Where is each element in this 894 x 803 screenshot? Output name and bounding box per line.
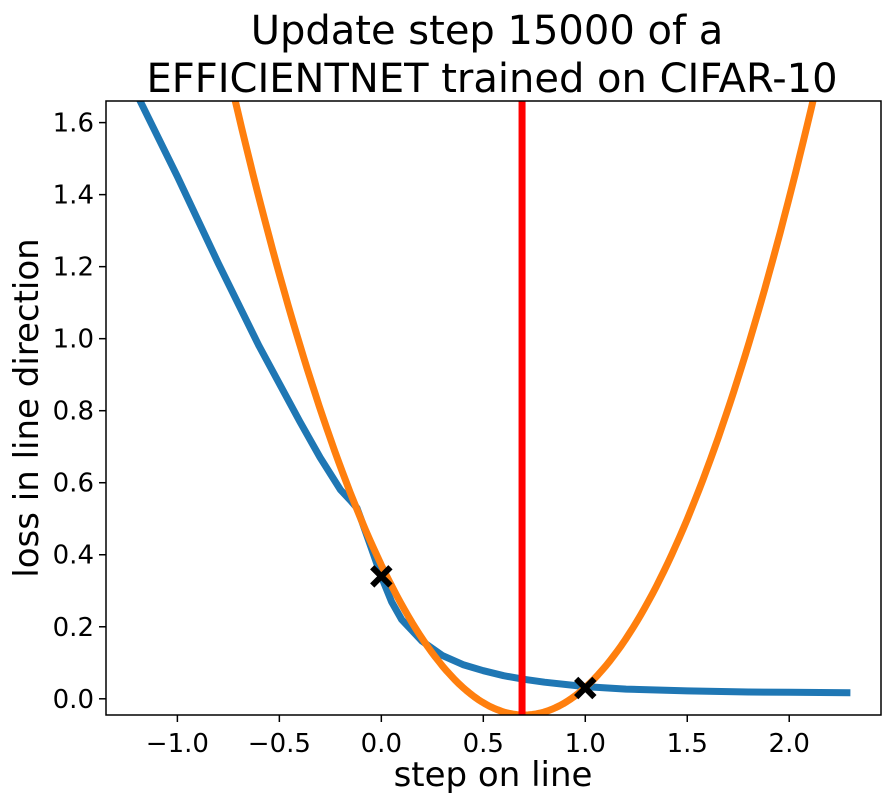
y-axis-label: loss in line direction bbox=[7, 238, 47, 577]
y-tick-label: 1.2 bbox=[53, 253, 94, 283]
series-line-0 bbox=[136, 101, 851, 697]
x-axis-ticks: −1.0 −0.5 0.0 0.5 1.0 1.5 2.0 bbox=[146, 715, 810, 759]
y-tick-label: 0.4 bbox=[53, 541, 94, 571]
x-tick-label: −1.0 bbox=[146, 729, 209, 759]
x-tick-label: 1.0 bbox=[565, 729, 606, 759]
y-tick-label: 0.8 bbox=[53, 397, 94, 427]
x-marker bbox=[370, 565, 393, 588]
x-axis-label: step on line bbox=[394, 755, 593, 795]
chart-title-line-1: Update step 15000 of a bbox=[251, 8, 724, 54]
y-tick-label: 1.6 bbox=[53, 109, 94, 139]
y-tick-label: 1.4 bbox=[53, 181, 94, 211]
y-tick-label: 1.0 bbox=[53, 325, 94, 355]
x-tick-label: 0.0 bbox=[361, 729, 402, 759]
y-axis-ticks: 0.0 0.2 0.4 0.6 0.8 1.0 1.2 1.4 1.6 bbox=[53, 109, 106, 715]
series-line-1 bbox=[231, 101, 817, 715]
x-tick-label: −0.5 bbox=[248, 729, 311, 759]
plot-frame bbox=[105, 100, 882, 716]
y-tick-label: 0.2 bbox=[53, 613, 94, 643]
x-tick-label: 2.0 bbox=[769, 729, 810, 759]
x-tick-label: 1.5 bbox=[667, 729, 708, 759]
x-tick-label: 0.5 bbox=[463, 729, 504, 759]
y-tick-label: 0.6 bbox=[53, 469, 94, 499]
y-tick-label: 0.0 bbox=[53, 685, 94, 715]
plot-markers bbox=[370, 565, 597, 700]
x-marker bbox=[574, 676, 597, 700]
plot-series bbox=[136, 101, 851, 715]
chart-title-line-2: EFFICIENTNET trained on CIFAR-10 bbox=[146, 56, 837, 102]
